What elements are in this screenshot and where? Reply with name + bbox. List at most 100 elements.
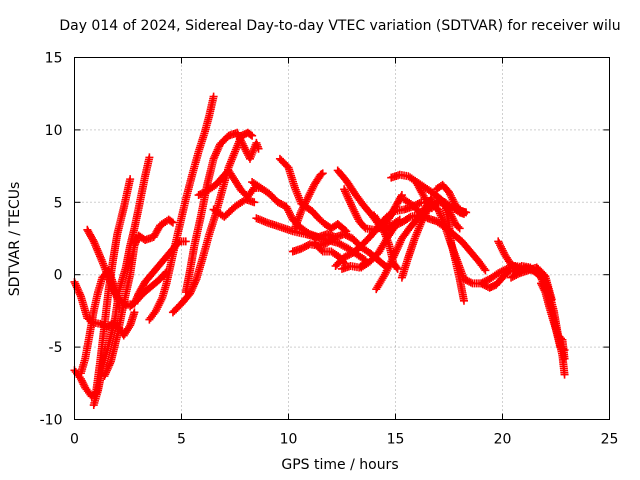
plus-marker (103, 364, 112, 373)
plus-marker (415, 199, 424, 208)
data-point (329, 234, 338, 243)
plus-marker (556, 334, 565, 343)
data-point (151, 306, 160, 315)
plus-marker (241, 145, 250, 154)
plus-marker (466, 278, 475, 287)
plus-marker (327, 235, 336, 244)
plus-marker (240, 143, 249, 152)
plus-marker (350, 207, 359, 216)
series-track-10 (181, 128, 263, 297)
plus-marker (349, 205, 358, 214)
plus-marker (302, 195, 311, 204)
data-point (297, 206, 306, 215)
data-point (397, 191, 406, 200)
plus-marker (153, 303, 162, 312)
plus-marker (480, 264, 489, 273)
data-marks (70, 92, 569, 410)
x-tick-label: 15 (387, 432, 405, 448)
plus-marker (285, 208, 294, 217)
data-point (250, 198, 259, 207)
y-tick-label: 15 (45, 51, 63, 67)
series-track-14 (252, 214, 370, 265)
data-point (282, 202, 291, 211)
plus-marker (421, 209, 430, 218)
plus-marker (286, 211, 295, 220)
plus-marker (307, 186, 316, 195)
data-point (537, 279, 546, 288)
plus-marker (155, 299, 164, 308)
y-tick-label: -5 (49, 340, 63, 356)
plus-marker (88, 235, 97, 244)
plus-marker (447, 193, 456, 202)
plus-marker (301, 199, 310, 208)
plus-marker (79, 380, 88, 389)
plus-marker (102, 366, 111, 375)
data-point (348, 204, 357, 213)
plus-marker (419, 214, 428, 223)
plus-marker (74, 286, 83, 295)
plus-marker (246, 130, 255, 139)
data-point (342, 227, 351, 236)
plus-marker (419, 212, 428, 221)
data-point (254, 144, 263, 153)
series-track-30 (425, 198, 513, 292)
data-point (100, 372, 109, 381)
data-point (481, 266, 490, 275)
plus-marker (106, 359, 115, 368)
plus-marker (213, 145, 222, 154)
data-point (248, 131, 257, 140)
data-point (303, 193, 312, 202)
y-axis-label: SDTVAR / TECUs (7, 182, 23, 297)
plus-marker (234, 132, 243, 141)
plus-marker (157, 295, 166, 304)
data-point (126, 175, 135, 184)
data-point (130, 308, 139, 317)
plus-marker (105, 361, 114, 370)
series-track-15 (275, 154, 351, 236)
plus-marker (101, 370, 110, 379)
plus-marker (73, 285, 82, 294)
plus-marker (214, 144, 223, 152)
y-tick-label: 5 (54, 195, 63, 211)
data-point (233, 128, 242, 137)
plus-marker (454, 222, 463, 231)
x-tick-label: 20 (494, 432, 512, 448)
plus-marker (211, 151, 220, 160)
data-point (209, 92, 218, 101)
chart-title: Day 014 of 2024, Sidereal Day-to-day VTE… (59, 18, 620, 34)
plus-marker (353, 213, 362, 222)
plus-marker (71, 279, 80, 288)
plus-marker (340, 226, 349, 235)
data-point (455, 224, 464, 233)
plus-marker (234, 130, 243, 139)
plus-marker (286, 210, 295, 219)
plus-marker (392, 263, 401, 272)
plus-marker (152, 305, 161, 314)
plus-marker (305, 190, 314, 199)
plus-marker (237, 138, 246, 147)
plus-marker (495, 239, 504, 248)
plus-marker (156, 297, 165, 306)
plus-marker (167, 217, 176, 226)
x-tick-label: 10 (280, 432, 298, 448)
data-point (494, 237, 503, 246)
y-tick-label: 0 (54, 268, 63, 284)
series-track-16 (290, 169, 327, 233)
plus-marker (420, 211, 429, 220)
plus-marker (498, 246, 507, 255)
data-point (239, 141, 248, 150)
plus-marker (306, 188, 315, 197)
plus-marker (104, 363, 113, 372)
plus-marker (496, 242, 505, 251)
series-track-34 (537, 279, 569, 363)
data-point (417, 198, 426, 207)
data-point (459, 296, 468, 305)
y-tick-label: 10 (45, 123, 63, 139)
plus-marker (190, 278, 199, 287)
series-track-12 (209, 195, 259, 221)
plus-marker (210, 153, 219, 162)
data-point (318, 169, 327, 178)
plus-marker (78, 378, 87, 387)
series-track-6 (100, 215, 177, 381)
data-point (560, 370, 569, 379)
